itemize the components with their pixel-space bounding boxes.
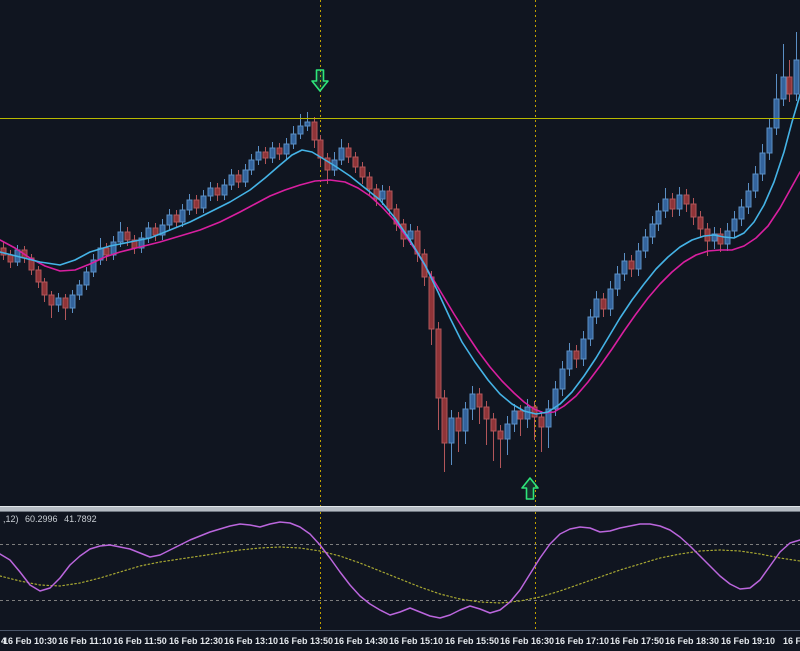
time-axis-label: 16 Feb 17:50 — [609, 636, 665, 646]
indicator-name: ,12) — [3, 514, 19, 524]
indicator-value-signal: 41.7892 — [64, 514, 97, 524]
time-axis-label: 16 Feb 19:10 — [720, 636, 776, 646]
indicator-label: ,12) 60.2996 41.7892 — [3, 514, 101, 524]
time-axis-label: 16 Feb 11:10 — [58, 636, 112, 646]
time-axis-label: 16 Feb 11:50 — [113, 636, 167, 646]
panel-separator[interactable] — [0, 506, 800, 512]
stochastic-main-line — [0, 521, 800, 619]
time-axis[interactable]: 4 16 Feb 10:30 16 Feb 11:10 16 Feb 11:50 16 … — [0, 630, 800, 651]
time-axis-label: 16 Feb 16:30 — [499, 636, 555, 646]
indicator-panel[interactable] — [0, 512, 800, 630]
time-axis-label: 16 Feb 10:30 — [2, 636, 58, 646]
time-axis-label: 16 Feb 15:10 — [388, 636, 444, 646]
time-axis-label: 4 — [1, 636, 7, 646]
time-axis-label: 16 Feb 14:30 — [333, 636, 389, 646]
candles — [0, 32, 800, 472]
time-axis-label: 16 Feb 15:50 — [444, 636, 500, 646]
time-axis-label: 16 Feb 12:30 — [168, 636, 224, 646]
stochastic-signal-line — [0, 546, 800, 604]
time-axis-label: 16 F — [783, 636, 800, 646]
time-axis-label: 16 Feb 17:10 — [554, 636, 610, 646]
price-chart[interactable] — [0, 0, 800, 506]
time-axis-label: 16 Feb 13:10 — [223, 636, 279, 646]
ma-magenta-line[interactable] — [0, 171, 800, 414]
ma-cyan-line[interactable] — [0, 94, 800, 415]
time-axis-label: 16 Feb 18:30 — [664, 636, 720, 646]
buy-arrow-icon[interactable] — [521, 477, 539, 500]
time-axis-label: 16 Feb 13:50 — [278, 636, 334, 646]
indicator-value-main: 60.2996 — [25, 514, 58, 524]
sell-arrow-icon[interactable] — [311, 69, 329, 92]
